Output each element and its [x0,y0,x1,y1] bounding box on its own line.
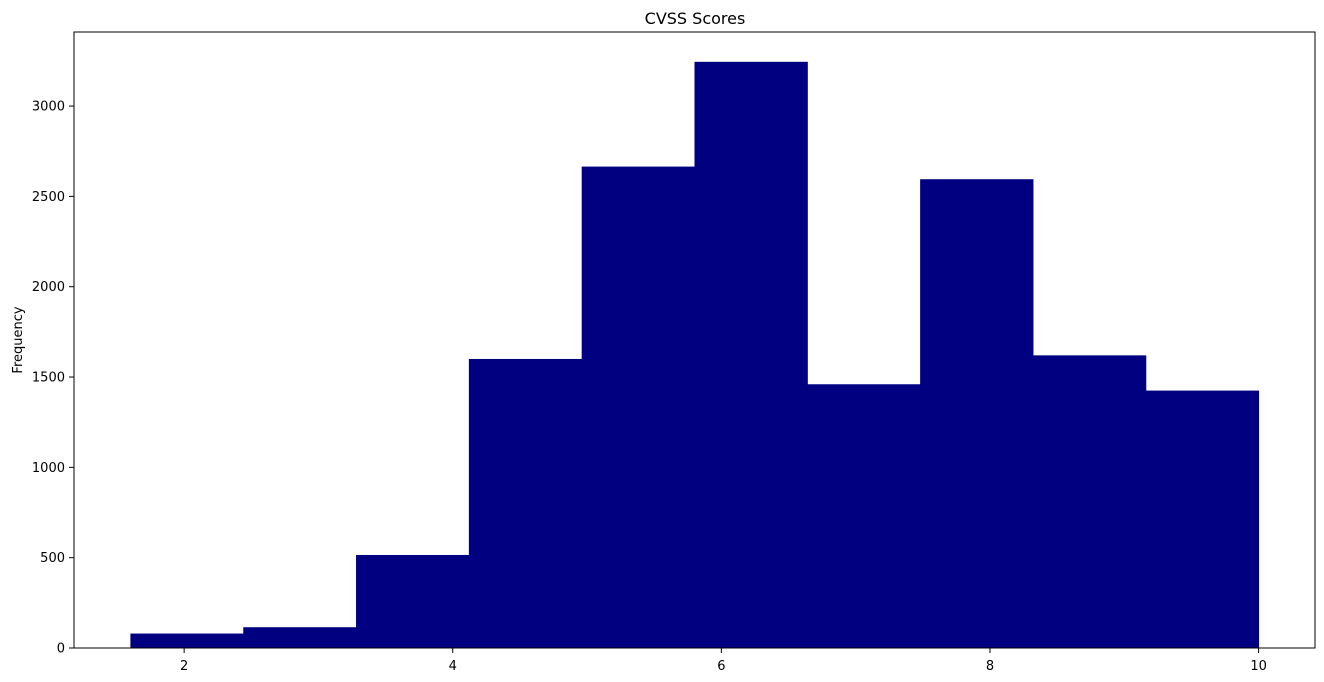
histogram-bar-4 [468,358,583,648]
histogram-bar-9 [1032,355,1147,648]
x-tick-label: 10 [1250,659,1267,674]
histogram-bar-1 [130,633,244,648]
x-axis-ticks: 2 4 6 8 10 [180,648,1267,674]
x-tick-label: 6 [717,659,725,674]
y-tick-label: 500 [40,551,65,566]
x-tick-label: 4 [449,659,457,674]
histogram-bar-2 [243,627,357,648]
plot-area-frame [73,31,1316,649]
histogram-bar-5 [581,166,695,649]
histogram-bar-6 [694,61,808,648]
x-tick-label: 8 [986,659,994,674]
histogram-bar-10 [1145,390,1260,648]
histogram-bar-7 [807,384,921,648]
histogram-bar-8 [920,179,1034,648]
chart-title: CVSS Scores [645,9,746,28]
x-tick-label: 2 [180,659,188,674]
y-tick-label: 2000 [32,280,65,295]
y-tick-label: 3000 [32,100,65,115]
y-tick-label: 1500 [32,371,65,386]
y-tick-label: 2500 [32,190,65,205]
y-tick-label: 0 [57,642,65,657]
histogram-bar-3 [356,554,470,648]
y-tick-label: 1000 [32,461,65,476]
y-axis-label: Frequency [11,306,26,373]
y-axis-ticks: 0 500 1000 1500 2000 2500 3000 [32,100,74,657]
bars [130,61,1260,649]
